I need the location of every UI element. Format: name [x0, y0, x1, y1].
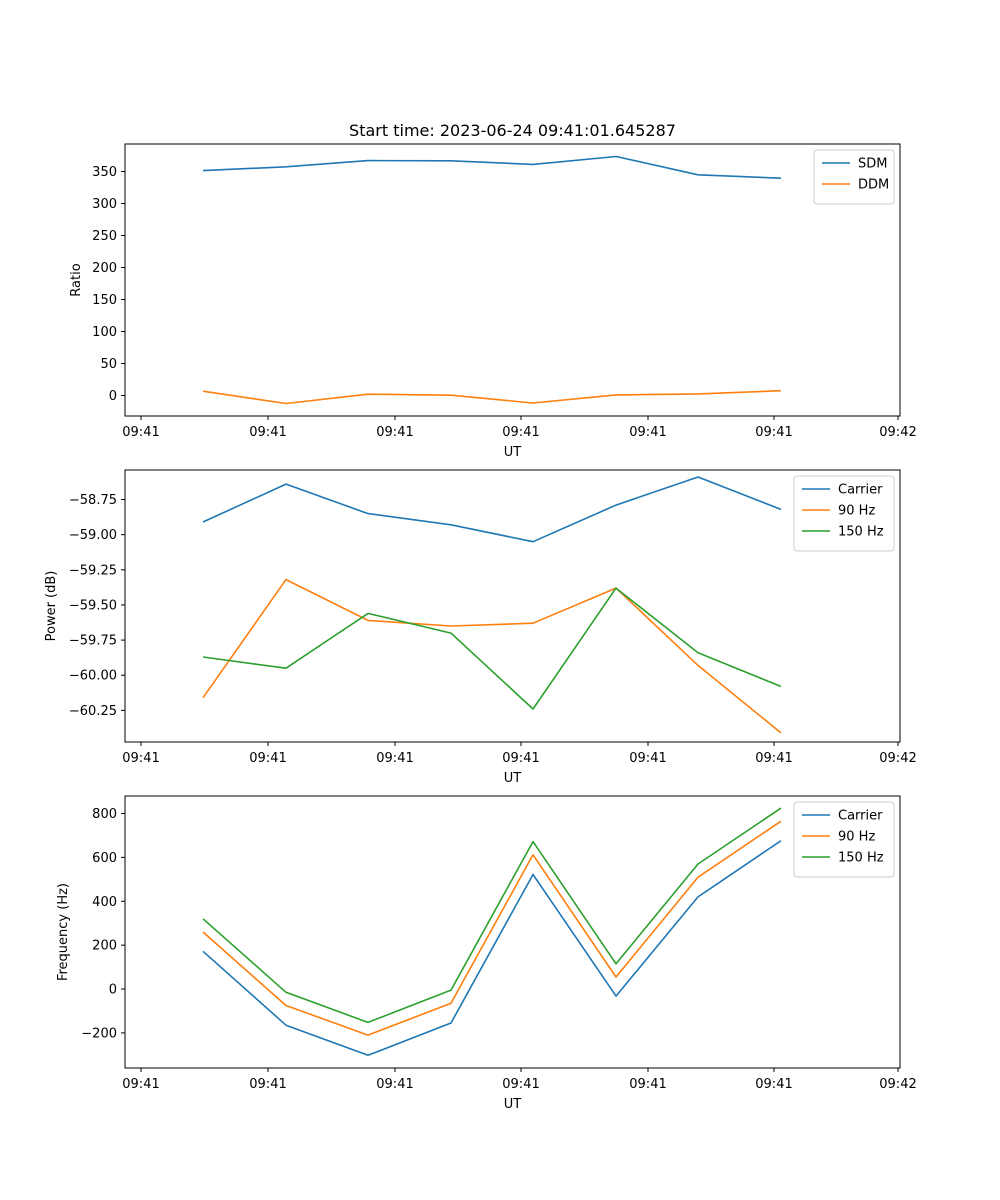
- x-tick-label: 09:41: [629, 425, 666, 440]
- y-tick-label: −59.25: [69, 563, 117, 578]
- legend-entry: 90 Hz: [838, 504, 875, 519]
- legend: Carrier 90 Hz 150 Hz: [793, 801, 895, 878]
- x-tick-label: 09:41: [376, 751, 413, 766]
- x-axis-label: UT: [504, 771, 522, 786]
- plot-frame: [124, 143, 901, 417]
- legend-entry: 150 Hz: [838, 851, 884, 866]
- y-tick-label: −58.75: [69, 493, 117, 508]
- legend-entry: Carrier: [838, 809, 883, 824]
- y-axis-label: Frequency (Hz): [56, 883, 71, 981]
- series-line-150-hz: [202, 807, 782, 1024]
- x-tick-label: 09:41: [755, 1077, 792, 1092]
- x-tick-label: 09:41: [122, 425, 159, 440]
- x-tick-label: 09:41: [502, 751, 539, 766]
- x-tick-label: 09:42: [879, 1077, 916, 1092]
- x-tick-label: 09:41: [249, 751, 286, 766]
- x-tick-label: 09:41: [629, 751, 666, 766]
- x-tick-label: 09:41: [755, 751, 792, 766]
- chart-panel-1: Start time: 2023-06-24 09:41:01.645287 09…: [69, 121, 917, 460]
- y-tick-label: 0: [109, 983, 117, 998]
- legend-entry: Carrier: [838, 483, 883, 498]
- y-tick-label: 800: [92, 807, 117, 822]
- x-tick-label: 09:41: [376, 425, 413, 440]
- y-tick-label: 600: [92, 851, 117, 866]
- y-tick-label: −59.00: [69, 528, 117, 543]
- y-tick-label: 0: [109, 389, 117, 404]
- chart-title: Start time: 2023-06-24 09:41:01.645287: [349, 121, 676, 140]
- legend-entry: SDM: [858, 157, 887, 172]
- x-tick-label: 09:41: [502, 1077, 539, 1092]
- y-tick-label: 100: [92, 325, 117, 340]
- legend-entry: 90 Hz: [838, 830, 875, 845]
- x-tick-label: 09:42: [879, 751, 916, 766]
- series-line-carrier: [202, 476, 782, 543]
- x-tick-label: 09:41: [122, 751, 159, 766]
- x-tick-label: 09:41: [249, 1077, 286, 1092]
- y-tick-label: −59.50: [69, 598, 117, 613]
- y-tick-label: −59.75: [69, 634, 117, 649]
- x-axis-label: UT: [504, 1097, 522, 1112]
- series-line-90-hz: [202, 578, 782, 734]
- legend-entry: DDM: [858, 178, 889, 193]
- y-tick-label: 350: [92, 165, 117, 180]
- legend: Carrier 90 Hz 150 Hz: [793, 475, 895, 552]
- legend-box: [793, 801, 895, 878]
- chart-panel-3: 09:41 09:41 09:41 09:41 09:41 09:41 09:42 −200 0…: [56, 795, 917, 1112]
- legend-box: [793, 475, 895, 552]
- legend: SDM DDM: [813, 149, 895, 205]
- x-tick-label: 09:41: [755, 425, 792, 440]
- series-line-carrier: [202, 840, 782, 1057]
- x-tick-label: 09:41: [629, 1077, 666, 1092]
- series-line-ddm: [202, 389, 782, 405]
- legend-entry: 150 Hz: [838, 525, 884, 540]
- y-axis-label: Power (dB): [44, 571, 59, 642]
- series-line-sdm: [202, 155, 782, 179]
- y-tick-label: 200: [92, 939, 117, 954]
- series-line-150-hz: [202, 587, 782, 710]
- y-tick-label: 250: [92, 229, 117, 244]
- plot-frame: [124, 469, 901, 743]
- x-tick-label: 09:41: [249, 425, 286, 440]
- x-tick-label: 09:42: [879, 425, 916, 440]
- y-tick-label: 50: [100, 357, 117, 372]
- x-axis-label: UT: [504, 445, 522, 460]
- y-tick-label: 400: [92, 895, 117, 910]
- y-tick-label: 200: [92, 261, 117, 276]
- x-tick-label: 09:41: [502, 425, 539, 440]
- y-tick-label: −60.00: [69, 669, 117, 684]
- y-tick-label: 150: [92, 293, 117, 308]
- y-tick-label: −60.25: [69, 704, 117, 719]
- y-tick-label: −200: [81, 1026, 117, 1041]
- y-axis-label: Ratio: [69, 263, 84, 296]
- y-tick-label: 300: [92, 197, 117, 212]
- plot-frame: [124, 795, 901, 1069]
- x-tick-label: 09:41: [376, 1077, 413, 1092]
- x-tick-label: 09:41: [122, 1077, 159, 1092]
- series-line-90-hz: [202, 820, 782, 1036]
- chart-panel-2: 09:41 09:41 09:41 09:41 09:41 09:41 09:42 −60.2…: [44, 469, 917, 786]
